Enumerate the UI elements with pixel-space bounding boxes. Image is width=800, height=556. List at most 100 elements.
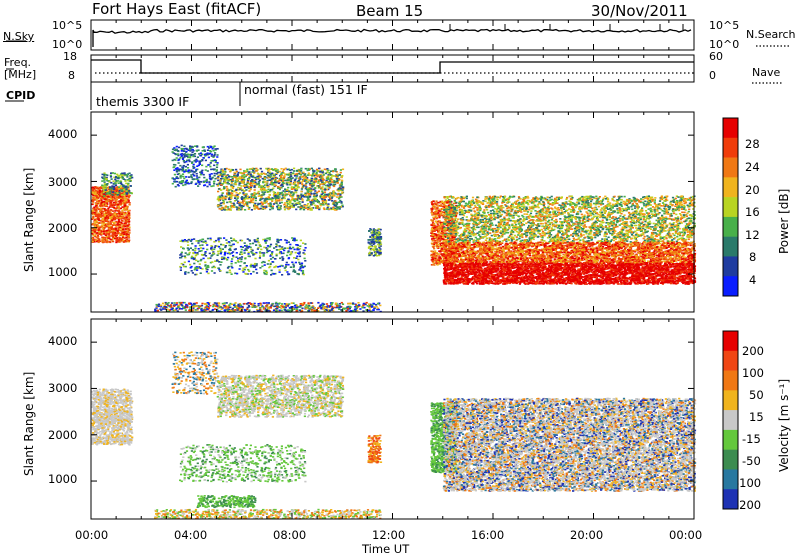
- power-cell: [308, 193, 310, 195]
- power-cell: [121, 227, 123, 229]
- power-cell: [97, 191, 99, 193]
- power-cell: [214, 175, 216, 177]
- power-cell: [373, 308, 375, 310]
- power-cell: [273, 191, 275, 193]
- power-cell: [174, 181, 176, 183]
- power-cell: [294, 305, 296, 307]
- power-cell: [201, 254, 203, 256]
- power-cell: [114, 222, 116, 224]
- power-cell: [260, 198, 262, 200]
- power-cell: [244, 252, 246, 254]
- power-cell: [270, 305, 272, 307]
- power-cell: [194, 178, 196, 180]
- power-cell: [286, 189, 288, 191]
- power-cell: [110, 239, 112, 241]
- power-cell: [231, 181, 233, 183]
- power-cell: [266, 198, 268, 200]
- power-cell: [231, 193, 233, 195]
- power-cell: [250, 200, 252, 202]
- power-cell: [185, 304, 187, 306]
- power-cell: [98, 242, 100, 244]
- power-cell: [265, 190, 267, 192]
- power-cell: [292, 195, 294, 197]
- power-cell: [125, 220, 127, 222]
- power-cell: [321, 190, 323, 192]
- power-cell: [250, 251, 252, 253]
- power-cell: [303, 172, 305, 174]
- power-cell: [179, 240, 181, 242]
- power-cell: [120, 238, 122, 240]
- power-cell: [106, 195, 108, 197]
- power-cell: [322, 305, 324, 307]
- power-cell: [95, 191, 97, 193]
- power-cell: [301, 205, 303, 207]
- power-cell: [324, 307, 326, 309]
- power-cell: [116, 192, 118, 194]
- power-cell: [281, 274, 283, 276]
- power-cell: [304, 258, 306, 260]
- power-cell: [377, 230, 379, 232]
- power-cell: [261, 252, 263, 254]
- power-cell: [269, 202, 271, 204]
- power-cell: [124, 172, 126, 174]
- power-cell: [200, 247, 202, 249]
- power-cell: [124, 180, 126, 182]
- power-cell: [240, 172, 242, 174]
- power-cell: [259, 244, 261, 246]
- power-cell: [335, 303, 337, 305]
- power-cell: [334, 168, 336, 170]
- power-cell: [267, 177, 269, 179]
- power-cell: [331, 306, 333, 308]
- power-cell: [371, 306, 373, 308]
- power-cell: [211, 177, 213, 179]
- power-cell: [205, 160, 207, 162]
- power-cell: [262, 193, 264, 195]
- power-cell: [235, 192, 237, 194]
- power-cell: [113, 229, 115, 231]
- power-cell: [218, 302, 220, 304]
- power-cell: [295, 257, 297, 259]
- power-cell: [300, 194, 302, 196]
- power-cell: [340, 201, 342, 203]
- power-cell: [289, 207, 291, 209]
- power-cell: [92, 237, 94, 239]
- power-cell: [373, 255, 375, 257]
- power-cell: [311, 183, 313, 185]
- power-cell: [206, 309, 208, 311]
- power-cell: [277, 172, 279, 174]
- power-cell: [340, 172, 342, 174]
- power-cell: [380, 236, 382, 238]
- power-cell: [185, 169, 187, 171]
- power-cell: [210, 248, 212, 250]
- power-cell: [259, 203, 261, 205]
- power-cell: [332, 171, 334, 173]
- power-cell: [205, 242, 207, 244]
- power-cell: [214, 267, 216, 269]
- power-cell: [342, 189, 344, 191]
- power-cell: [181, 150, 183, 152]
- power-cell: [94, 226, 96, 228]
- power-cell: [290, 266, 292, 268]
- power-cell: [331, 195, 333, 197]
- power-cell: [110, 196, 112, 198]
- power-cell: [120, 187, 122, 189]
- power-cell: [171, 309, 173, 311]
- power-cell: [311, 193, 313, 195]
- power-cell: [289, 244, 291, 246]
- power-cell: [242, 271, 244, 273]
- power-cell: [188, 239, 190, 241]
- power-cell: [177, 155, 179, 157]
- power-cell: [114, 179, 116, 181]
- power-cell: [101, 219, 103, 221]
- power-cell: [250, 189, 252, 191]
- power-cell: [103, 233, 105, 235]
- power-cell: [189, 161, 191, 163]
- power-cell: [190, 240, 192, 242]
- power-cell: [321, 182, 323, 184]
- power-cell: [196, 175, 198, 177]
- power-cell: [183, 178, 185, 180]
- power-cell: [270, 307, 272, 309]
- power-cell: [358, 304, 360, 306]
- power-cell: [188, 154, 190, 156]
- power-cell: [173, 305, 175, 307]
